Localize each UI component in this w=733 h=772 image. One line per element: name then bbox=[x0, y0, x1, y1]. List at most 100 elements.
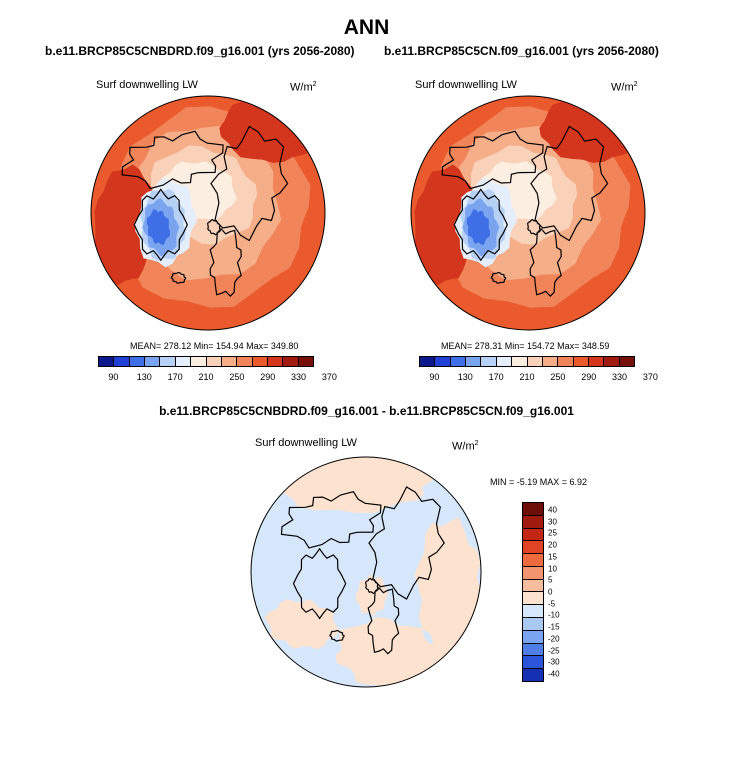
colorbar-swatch bbox=[99, 357, 115, 366]
page-title: ANN bbox=[343, 16, 390, 39]
colorbar-swatch bbox=[114, 357, 130, 366]
colorbar-tick-label: 20 bbox=[548, 540, 557, 550]
coastline-siberia bbox=[530, 125, 609, 242]
coastline-greenland bbox=[133, 188, 188, 262]
panel3-units: W/m2 bbox=[452, 440, 479, 453]
colorbar-swatch bbox=[160, 357, 176, 366]
colorbar-tick-label: -40 bbox=[548, 669, 560, 679]
colorbar-tick-label: -5 bbox=[548, 599, 556, 609]
colorbar-swatch bbox=[523, 643, 543, 657]
panel2-colorbar bbox=[419, 356, 635, 367]
colorbar-tick-label: 40 bbox=[548, 505, 557, 515]
colorbar-swatch bbox=[435, 357, 451, 366]
colorbar-tick-label: 25 bbox=[548, 528, 557, 538]
coastline-svalbard bbox=[526, 218, 541, 236]
colorbar-swatch bbox=[523, 503, 543, 516]
colorbar-swatch bbox=[523, 630, 543, 644]
colorbar-swatch bbox=[523, 554, 543, 567]
greenland-core bbox=[146, 209, 171, 246]
colorbar-tick-label: -30 bbox=[548, 657, 560, 667]
colorbar-swatch bbox=[175, 357, 192, 366]
colorbar-swatch bbox=[523, 528, 543, 542]
greenland-core bbox=[466, 209, 491, 246]
panel3-map bbox=[250, 456, 482, 688]
colorbar-swatch bbox=[523, 579, 543, 593]
colorbar-swatch bbox=[588, 357, 605, 366]
colorbar-tick-label: 250 bbox=[550, 372, 566, 382]
colorbar-swatch bbox=[619, 357, 635, 366]
coastline-canada bbox=[121, 130, 224, 190]
colorbar-swatch bbox=[523, 669, 543, 681]
colorbar-tick-label: 90 bbox=[108, 372, 119, 382]
colorbar-swatch bbox=[191, 357, 207, 366]
coastline-greenland bbox=[453, 188, 508, 262]
coastline-scandinavia bbox=[209, 228, 242, 297]
colorbar-swatch bbox=[145, 357, 161, 366]
colorbar-swatch bbox=[558, 357, 574, 366]
colorbar-swatch bbox=[481, 357, 497, 366]
coastline-canada bbox=[441, 130, 544, 190]
colorbar-swatch bbox=[523, 566, 543, 580]
colorbar-swatch bbox=[523, 515, 543, 529]
colorbar-swatch bbox=[267, 357, 284, 366]
map-boundary bbox=[410, 95, 646, 331]
colorbar-tick-label: -20 bbox=[548, 634, 560, 644]
panel3-stats: MIN = -5.19 MAX = 6.92 bbox=[490, 477, 588, 487]
colorbar-tick-label: 330 bbox=[291, 372, 307, 382]
panel2-variable: Surf downwelling LW bbox=[415, 79, 517, 91]
panel1-colorbar-ticks: 90 130 170 210 250 290 330 370 bbox=[98, 372, 337, 384]
colorbar-swatch bbox=[542, 357, 559, 366]
colorbar-tick-label: 5 bbox=[548, 575, 553, 585]
colorbar-swatch bbox=[523, 541, 543, 555]
colorbar-swatch bbox=[523, 605, 543, 619]
colorbar-tick-label: 170 bbox=[488, 372, 504, 382]
coastline-greenland bbox=[292, 547, 347, 620]
positive-region-south bbox=[335, 617, 443, 687]
colorbar-swatch bbox=[604, 357, 620, 366]
map-boundary bbox=[90, 95, 326, 331]
panel1-variable: Surf downwelling LW bbox=[96, 79, 198, 91]
coastline-iceland bbox=[170, 271, 187, 284]
colorbar-tick-label: 130 bbox=[457, 372, 473, 382]
colorbar-tick-label: 170 bbox=[167, 372, 183, 382]
colorbar-swatch bbox=[420, 357, 436, 366]
panel1-map bbox=[90, 95, 326, 331]
coastline-scandinavia bbox=[529, 228, 562, 297]
coastline-svalbard bbox=[364, 577, 379, 595]
colorbar-swatch bbox=[450, 357, 467, 366]
colorbar-swatch bbox=[237, 357, 253, 366]
panel3-title: b.e11.BRCP85C5CNBDRD.f09_g16.001 - b.e11… bbox=[159, 404, 574, 418]
colorbar-tick-label: 370 bbox=[642, 372, 658, 382]
colorbar-tick-label: 210 bbox=[198, 372, 214, 382]
coastline-iceland bbox=[490, 271, 507, 284]
colorbar-swatch bbox=[298, 357, 314, 366]
colorbar-swatch bbox=[573, 357, 589, 366]
panel2-title: b.e11.BRCP85C5CN.f09_g16.001 (yrs 2056-2… bbox=[384, 44, 659, 58]
colorbar-tick-label: -10 bbox=[548, 610, 560, 620]
atlantic-warm bbox=[414, 164, 477, 286]
colorbar-tick-label: 250 bbox=[229, 372, 245, 382]
colorbar-swatch bbox=[527, 357, 543, 366]
coastline-scandinavia bbox=[367, 586, 400, 655]
colorbar-tick-label: 30 bbox=[548, 517, 557, 527]
panel1-colorbar bbox=[98, 356, 314, 367]
colorbar-swatch bbox=[523, 618, 543, 631]
colorbar-tick-label: 0 bbox=[548, 587, 553, 597]
atlantic-warm bbox=[94, 164, 157, 286]
colorbar-swatch bbox=[283, 357, 299, 366]
colorbar-swatch bbox=[129, 357, 146, 366]
colorbar-swatch bbox=[523, 592, 543, 606]
coastline-iceland bbox=[329, 629, 345, 642]
coastline-canada bbox=[280, 491, 382, 549]
colorbar-swatch bbox=[252, 357, 268, 366]
panel2-colorbar-ticks: 90 130 170 210 250 290 330 370 bbox=[419, 372, 658, 384]
colorbar-swatch bbox=[221, 357, 238, 366]
positive-region-west bbox=[264, 599, 340, 650]
colorbar-tick-label: -25 bbox=[548, 646, 560, 656]
panel3-colorbar-ticks: 40 30 25 20 15 10 5 0 -5 -10 -15 -20 -25 -30 -40 bbox=[548, 502, 578, 682]
colorbar-swatch bbox=[206, 357, 222, 366]
colorbar-tick-label: 290 bbox=[581, 372, 597, 382]
positive-region-center bbox=[355, 575, 388, 616]
coastline-siberia bbox=[210, 125, 289, 242]
panel2-stats: MEAN= 278.31 Min= 154.72 Max= 348.59 bbox=[441, 341, 610, 351]
